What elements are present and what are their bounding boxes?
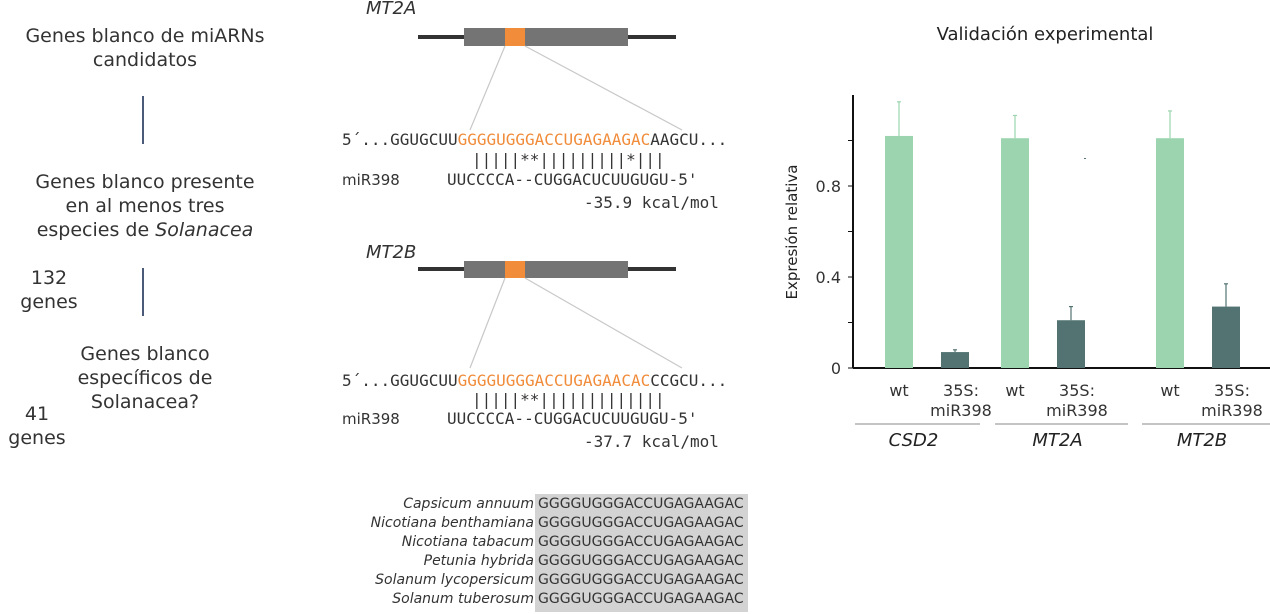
x-tick-label: 35S: [1214, 381, 1250, 400]
mt2a-zoom-line-right [524, 45, 683, 131]
species-seq: GGGGUGGGACCUGAGAAGAC [538, 591, 744, 607]
species-table: Capsicum annuum GGGGUGGGACCUGAGAAGAC Nic… [330, 495, 750, 613]
bar-mt2b-mir398 [1212, 306, 1240, 368]
mt2a-target-site [505, 28, 525, 46]
x-tick-label: wt [1160, 381, 1179, 400]
mt2a-pairing: |||||**|||||||||*||| [472, 150, 665, 169]
species-name: Nicotiana tabacum [401, 534, 534, 550]
mt2a-mirna-label: miR398 [342, 171, 400, 189]
flow-step-candidate-targets: Genes blanco de miARNs candidatos [25, 25, 265, 71]
mt2b-mirna-label: miR398 [342, 410, 400, 428]
x-tick-label: miR398 [1201, 401, 1263, 420]
flow-connector-2 [142, 268, 144, 316]
species-seq: GGGGUGGGACCUGAGAAGAC [538, 534, 744, 550]
x-tick-label: 35S: [1059, 381, 1095, 400]
species-row: Solanum lycopersicum GGGGUGGGACCUGAGAAGA… [330, 571, 750, 590]
mt2b-mirna-sequence: UUCCCCA--CUGGACUCUUGUGU-5' [447, 409, 698, 428]
species-seq-background [535, 494, 748, 612]
bar-mt2a-wt [1001, 138, 1029, 368]
x-tick-label: wt [889, 381, 908, 400]
gene-count-132-number: 132 [30, 267, 68, 289]
mt2a-energy: -35.9 kcal/mol [584, 193, 719, 212]
bar-mt2b-wt [1156, 138, 1184, 368]
gene-count-41-number: 41 [24, 403, 50, 425]
flow-step2-line-a: Genes blanco presente [35, 171, 255, 193]
y-tick-label: 0 [831, 359, 841, 378]
flow-step-solanacea-specific: Genes blanco específicos de Solanacea? [77, 343, 213, 413]
flow-step-three-species: Genes blanco presente en al menos tres e… [10, 170, 280, 242]
group-label: CSD2 [889, 430, 939, 451]
x-tick-label: 35S: [943, 381, 979, 400]
flow-connector-1 [142, 96, 144, 144]
mt2b-energy: -37.7 kcal/mol [584, 432, 719, 451]
species-name: Solanum tuberosum [392, 591, 534, 607]
gene-count-132: 132 genes [14, 266, 84, 314]
species-name: Solanum lycopersicum [375, 572, 534, 588]
species-row: Nicotiana tabacum GGGGUGGGACCUGAGAAGAC [330, 533, 750, 552]
x-tick-label: miR398 [1046, 401, 1108, 420]
species-row: Solanum tuberosum GGGGUGGGACCUGAGAAGAC [330, 590, 750, 609]
mt2b-target-site [505, 261, 525, 278]
species-name: Petunia hybrida [423, 553, 534, 569]
species-seq: GGGGUGGGACCUGAGAAGAC [538, 553, 744, 569]
flow-step2-line-c: especies de Solanacea [36, 219, 254, 241]
mt2a-zoom-line-left [469, 45, 506, 131]
species-row: Petunia hybrida GGGGUGGGACCUGAGAAGAC [330, 552, 750, 571]
gene-count-41: 41 genes [4, 402, 70, 450]
y-axis-label: Expresión relativa [783, 165, 801, 300]
mt2b-pairing: |||||**||||||||||||| [472, 390, 665, 409]
x-tick-label: miR398 [930, 401, 992, 420]
mt2b-zoom-line-left [469, 277, 506, 369]
species-seq: GGGGUGGGACCUGAGAAGAC [538, 572, 744, 588]
species-name: Nicotiana benthamiana [370, 515, 534, 531]
gene-title-mt2a: MT2A [366, 0, 417, 19]
gene-count-132-unit: genes [20, 291, 78, 313]
species-row: Nicotiana benthamiana GGGGUGGGACCUGAGAAG… [330, 514, 750, 533]
mt2a-mirna-sequence: UUCCCCA--CUGGACUCUUGUGU-5' [447, 170, 698, 189]
y-tick-label: 0.8 [816, 177, 841, 196]
mt2a-target-sequence: 5´...GGUGCUUGGGGUGGGACCUGAGAAGACAAGCU... [342, 130, 728, 149]
species-seq: GGGGUGGGACCUGAGAAGAC [538, 515, 744, 531]
group-label: MT2A [1032, 430, 1082, 451]
bar-mt2a-mir398 [1057, 320, 1085, 368]
gene-title-mt2b: MT2B [366, 242, 417, 263]
chart-title: Validación experimental [936, 24, 1154, 45]
stray-mark [1084, 158, 1086, 159]
group-label: MT2B [1177, 430, 1227, 451]
species-seq: GGGGUGGGACCUGAGAAGAC [538, 496, 744, 512]
mt2b-target-sequence: 5´...GGUGCUUGGGGUGGGACCUGAGAACACCCGCU... [342, 371, 728, 390]
x-tick-label: wt [1005, 381, 1024, 400]
gene-count-41-unit: genes [8, 427, 66, 449]
mt2b-zoom-line-right [524, 277, 683, 369]
species-name: Capsicum annuum [403, 496, 534, 512]
y-tick-label: 0.4 [816, 268, 841, 287]
bar-csd2-mir398 [941, 352, 969, 368]
species-row: Capsicum annuum GGGGUGGGACCUGAGAAGAC [330, 495, 750, 514]
flow-step2-line-b: en al menos tres [65, 195, 225, 217]
bar-csd2-wt [885, 135, 913, 368]
